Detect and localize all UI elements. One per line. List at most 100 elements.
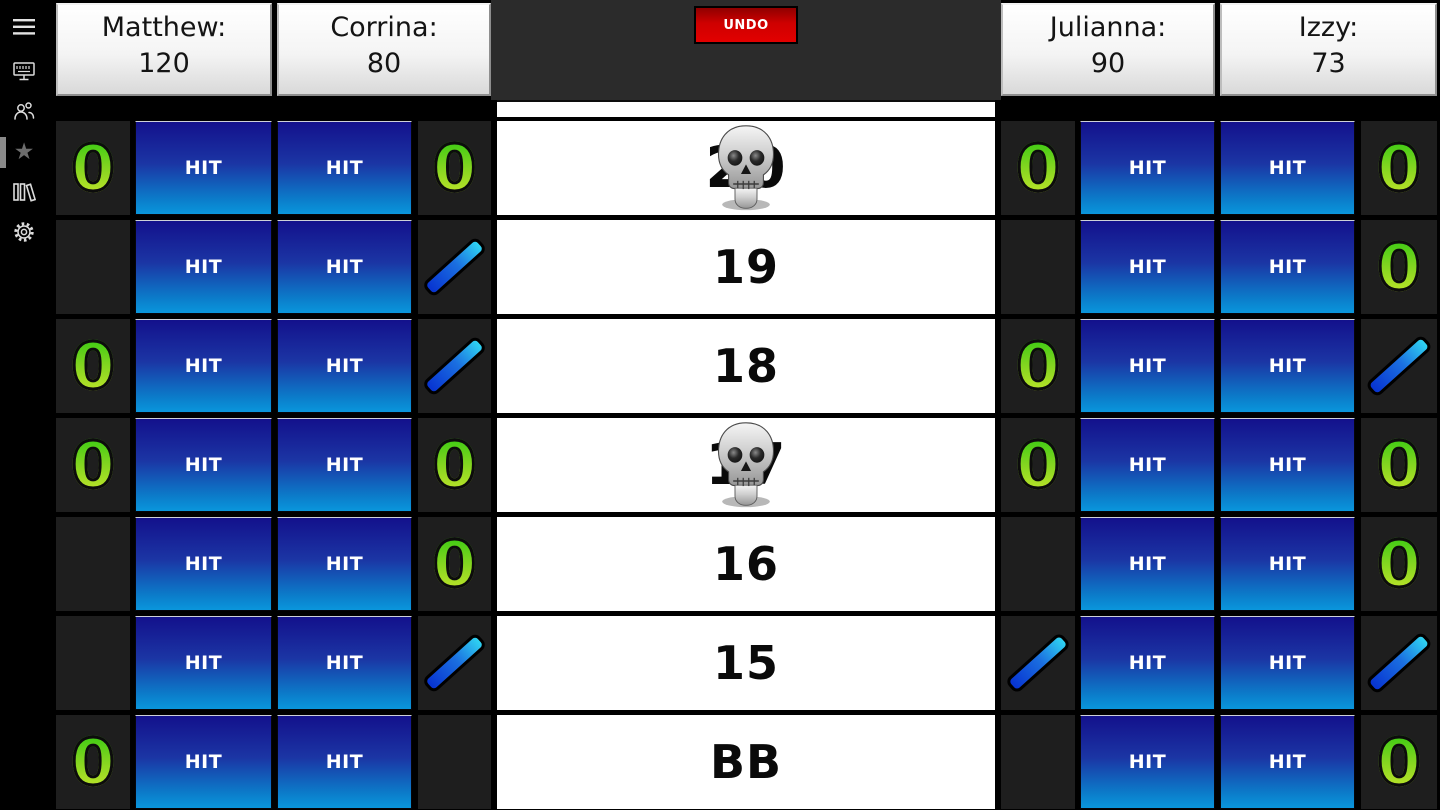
mark-cell-matthew-BB: 0	[56, 715, 130, 809]
player-name: Julianna:	[1049, 12, 1167, 43]
mark-cell-julianna-20: 0	[1001, 121, 1075, 215]
hit-button-corrina-BB[interactable]: HIT	[277, 715, 412, 809]
zero-mark: 0	[70, 131, 117, 205]
hit-button-julianna-18[interactable]: HIT	[1080, 319, 1215, 413]
hit-button-corrina-18[interactable]: HIT	[277, 319, 412, 413]
hit-button-matthew-19[interactable]: HIT	[135, 220, 272, 314]
zero-mark: 0	[1376, 230, 1423, 304]
target-number: 16	[712, 537, 779, 591]
hit-button-matthew-15[interactable]: HIT	[135, 616, 272, 710]
zero-mark: 0	[1015, 131, 1062, 205]
mark-cell-julianna-16	[1001, 517, 1075, 611]
player-header-corrina: Corrina: 80	[277, 3, 491, 96]
hit-button-corrina-20[interactable]: HIT	[277, 121, 412, 215]
hit-button-julianna-15[interactable]: HIT	[1080, 616, 1215, 710]
center-top-strip	[497, 100, 995, 117]
zero-mark: 0	[1015, 428, 1062, 502]
display-icon[interactable]	[0, 56, 48, 86]
player-score: 73	[1311, 47, 1346, 79]
mark-cell-matthew-15	[56, 616, 130, 710]
sidebar: ★	[0, 0, 48, 810]
hit-button-matthew-17[interactable]: HIT	[135, 418, 272, 512]
hit-button-izzy-18[interactable]: HIT	[1220, 319, 1355, 413]
undo-button[interactable]: UNDO	[694, 6, 798, 44]
mark-cell-izzy-17: 0	[1361, 418, 1437, 512]
hit-button-corrina-16[interactable]: HIT	[277, 517, 412, 611]
star-icon[interactable]: ★	[13, 138, 35, 165]
mark-cell-julianna-15	[1001, 616, 1075, 710]
menu-icon[interactable]	[0, 12, 48, 42]
people-icon[interactable]	[0, 96, 48, 126]
target-number: 15	[712, 636, 779, 690]
target-cell-20: 20	[497, 121, 995, 215]
player-name: Matthew:	[101, 12, 227, 43]
mark-cell-matthew-17: 0	[56, 418, 130, 512]
target-cell-15: 15	[497, 616, 995, 710]
mark-cell-julianna-17: 0	[1001, 418, 1075, 512]
player-header-matthew: Matthew: 120	[56, 3, 272, 96]
center-header: UNDO	[491, 0, 1001, 100]
player-score: 120	[138, 47, 190, 79]
mark-cell-corrina-16: 0	[418, 517, 491, 611]
mark-cell-matthew-18: 0	[56, 319, 130, 413]
hit-button-matthew-20[interactable]: HIT	[135, 121, 272, 215]
target-number: 18	[712, 339, 779, 393]
mark-cell-izzy-16: 0	[1361, 517, 1437, 611]
hit-button-corrina-19[interactable]: HIT	[277, 220, 412, 314]
player-score: 90	[1090, 47, 1126, 79]
hit-button-julianna-20[interactable]: HIT	[1080, 121, 1215, 215]
player-name: Izzy:	[1298, 12, 1359, 43]
mark-cell-julianna-18: 0	[1001, 319, 1075, 413]
library-icon[interactable]	[0, 177, 48, 207]
mark-cell-corrina-20: 0	[418, 121, 491, 215]
hit-button-julianna-19[interactable]: HIT	[1080, 220, 1215, 314]
mark-cell-corrina-BB	[418, 715, 491, 809]
mark-cell-izzy-19: 0	[1361, 220, 1437, 314]
slash-mark	[1364, 630, 1434, 696]
hit-button-izzy-19[interactable]: HIT	[1220, 220, 1355, 314]
zero-mark: 0	[1376, 527, 1423, 601]
settings-gear-icon[interactable]	[0, 217, 48, 247]
active-item-indicator	[0, 137, 6, 168]
target-cell-19: 19	[497, 220, 995, 314]
hit-button-julianna-17[interactable]: HIT	[1080, 418, 1215, 512]
player-score: 80	[366, 47, 402, 79]
zero-mark: 0	[70, 428, 117, 502]
zero-mark: 0	[1015, 329, 1062, 403]
player-header-julianna: Julianna: 90	[1001, 3, 1215, 96]
player-name: Corrina:	[330, 12, 438, 43]
zero-mark: 0	[70, 329, 117, 403]
mark-cell-izzy-15	[1361, 616, 1437, 710]
target-cell-BB: BB	[497, 715, 995, 809]
target-cell-18: 18	[497, 319, 995, 413]
mark-cell-izzy-20: 0	[1361, 121, 1437, 215]
target-number: 19	[712, 240, 779, 294]
hit-button-matthew-18[interactable]: HIT	[135, 319, 272, 413]
target-cell-16: 16	[497, 517, 995, 611]
mark-cell-corrina-17: 0	[418, 418, 491, 512]
mark-cell-julianna-BB	[1001, 715, 1075, 809]
mark-cell-izzy-18	[1361, 319, 1437, 413]
hit-button-julianna-16[interactable]: HIT	[1080, 517, 1215, 611]
mark-cell-corrina-15	[418, 616, 491, 710]
hit-button-corrina-17[interactable]: HIT	[277, 418, 412, 512]
slash-mark	[421, 631, 488, 695]
mark-cell-matthew-16	[56, 517, 130, 611]
skull-icon	[717, 422, 775, 508]
hit-button-izzy-17[interactable]: HIT	[1220, 418, 1355, 512]
mark-cell-julianna-19	[1001, 220, 1075, 314]
slash-mark	[421, 334, 488, 398]
hit-button-izzy-BB[interactable]: HIT	[1220, 715, 1355, 809]
mark-cell-corrina-19	[418, 220, 491, 314]
hit-button-corrina-15[interactable]: HIT	[277, 616, 412, 710]
hit-button-izzy-20[interactable]: HIT	[1220, 121, 1355, 215]
hit-button-matthew-16[interactable]: HIT	[135, 517, 272, 611]
zero-mark: 0	[431, 131, 478, 205]
zero-mark: 0	[1376, 131, 1423, 205]
hit-button-izzy-15[interactable]: HIT	[1220, 616, 1355, 710]
hit-button-matthew-BB[interactable]: HIT	[135, 715, 272, 809]
hit-button-izzy-16[interactable]: HIT	[1220, 517, 1355, 611]
mark-cell-matthew-19	[56, 220, 130, 314]
zero-mark: 0	[431, 428, 478, 502]
hit-button-julianna-BB[interactable]: HIT	[1080, 715, 1215, 809]
